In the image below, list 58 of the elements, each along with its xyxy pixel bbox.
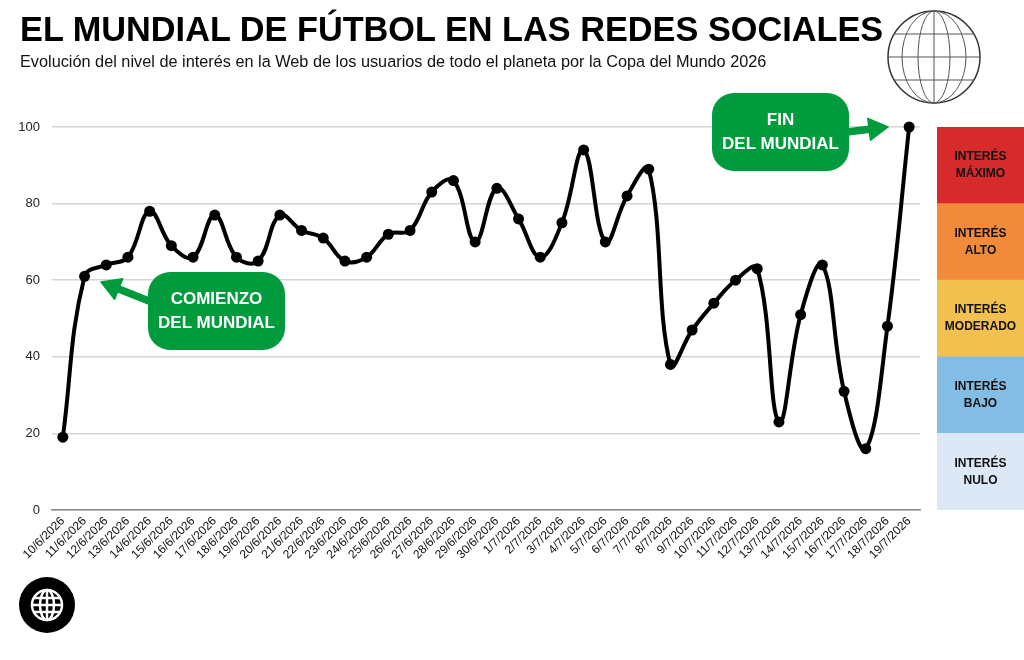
point xyxy=(881,320,893,332)
series-label: INTERÉS NULO xyxy=(954,454,1007,487)
point xyxy=(79,270,91,282)
point xyxy=(57,431,69,443)
point xyxy=(447,175,459,187)
point xyxy=(643,163,655,175)
point xyxy=(860,443,872,455)
point xyxy=(513,213,525,225)
point xyxy=(730,274,742,286)
chart-title: EL MUNDIAL DE FÚTBOL EN LAS REDES SOCIALES xyxy=(20,9,884,49)
point xyxy=(795,309,807,321)
y-tick-label: 40 xyxy=(25,348,40,364)
series-label: INTERÉS BAJO xyxy=(954,377,1007,410)
point xyxy=(317,232,329,244)
point xyxy=(209,209,221,221)
point xyxy=(122,251,134,263)
point xyxy=(686,324,698,336)
point xyxy=(361,251,373,263)
point xyxy=(100,259,112,271)
point xyxy=(708,297,720,309)
y-tick-label: 0 xyxy=(32,501,40,517)
bar xyxy=(937,356,1024,434)
point xyxy=(599,236,611,248)
point xyxy=(838,385,850,397)
bar xyxy=(937,433,1024,510)
y-tick-label: 80 xyxy=(25,195,40,211)
point xyxy=(144,205,156,217)
point xyxy=(165,240,177,252)
point xyxy=(426,186,438,198)
point xyxy=(382,228,394,240)
point xyxy=(339,255,351,267)
annotation: FIN DEL MUNDIAL xyxy=(722,109,839,155)
annotation: COMIENZO DEL MUNDIAL xyxy=(158,288,275,334)
point xyxy=(491,182,503,194)
point xyxy=(903,121,915,133)
series-label: INTERÉS MÁXIMO xyxy=(954,148,1007,181)
bar xyxy=(937,203,1024,281)
point xyxy=(252,255,264,267)
point xyxy=(578,144,590,156)
point xyxy=(469,236,481,248)
point xyxy=(556,217,568,229)
point xyxy=(404,224,416,236)
point xyxy=(621,190,633,202)
series-label: INTERÉS ALTO xyxy=(954,224,1007,257)
series-label: INTERÉS MODERADO xyxy=(944,301,1017,334)
point xyxy=(751,263,763,275)
point xyxy=(274,209,286,221)
y-tick-label: 100 xyxy=(18,118,40,134)
point xyxy=(187,251,199,263)
chart-subtitle: Evolución del nivel de interés en la Web de los usuarios de todo el planeta por la Copa del Mundo 2026 xyxy=(20,52,767,71)
point xyxy=(296,224,308,236)
y-tick-label: 60 xyxy=(25,271,40,287)
y-tick-label: 20 xyxy=(25,424,40,440)
point xyxy=(816,259,828,271)
point xyxy=(230,251,242,263)
point xyxy=(773,416,785,428)
point xyxy=(534,251,546,263)
point xyxy=(664,358,676,370)
